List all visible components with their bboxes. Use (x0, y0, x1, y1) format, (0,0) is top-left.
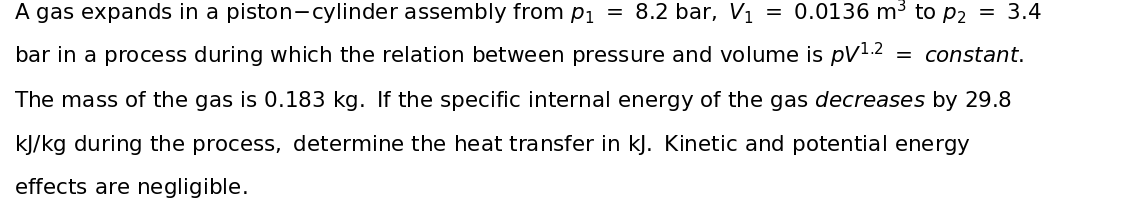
Text: $\mathrm{bar\ in\ a\ process\ during\ which\ the\ relation\ between\ pressure\ a: $\mathrm{bar\ in\ a\ process\ during\ wh… (14, 41, 1023, 70)
Text: $\mathrm{effects\ are\ negligible.}$: $\mathrm{effects\ are\ negligible.}$ (14, 176, 248, 200)
Text: $\mathrm{A\ gas\ expands\ in\ a\ piston\!-\!cylinder\ assembly\ from\ }\mathit{p: $\mathrm{A\ gas\ expands\ in\ a\ piston\… (14, 0, 1042, 27)
Text: $\mathrm{kJ/kg\ during\ the\ process,\ determine\ the\ heat\ transfer\ in\ kJ.\ : $\mathrm{kJ/kg\ during\ the\ process,\ d… (14, 132, 971, 157)
Text: $\mathrm{The\ mass\ of\ the\ gas\ is\ 0.183\ kg.\ If\ the\ specific\ internal\ e: $\mathrm{The\ mass\ of\ the\ gas\ is\ 0.… (14, 89, 1012, 113)
